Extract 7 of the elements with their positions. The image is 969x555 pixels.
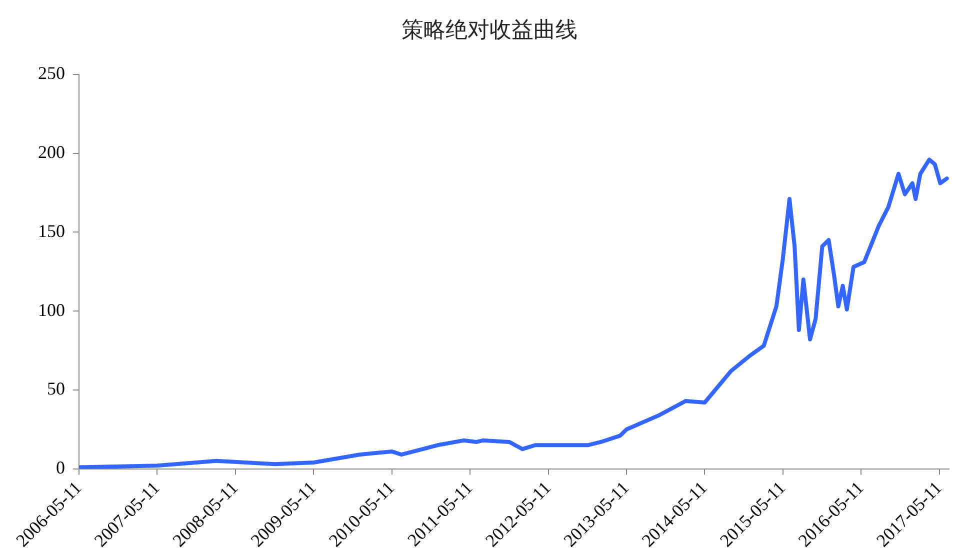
- y-tick-label: 0: [56, 458, 65, 478]
- y-tick-label: 100: [38, 300, 65, 320]
- y-tick-label: 150: [38, 220, 65, 241]
- y-tick-label: 200: [38, 142, 65, 162]
- y-tick-label: 50: [47, 378, 65, 399]
- chart-title: 策略绝对收益曲线: [402, 18, 578, 43]
- y-tick-label: 250: [38, 63, 65, 84]
